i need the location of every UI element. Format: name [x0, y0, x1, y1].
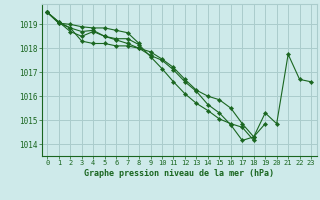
X-axis label: Graphe pression niveau de la mer (hPa): Graphe pression niveau de la mer (hPa) [84, 169, 274, 178]
